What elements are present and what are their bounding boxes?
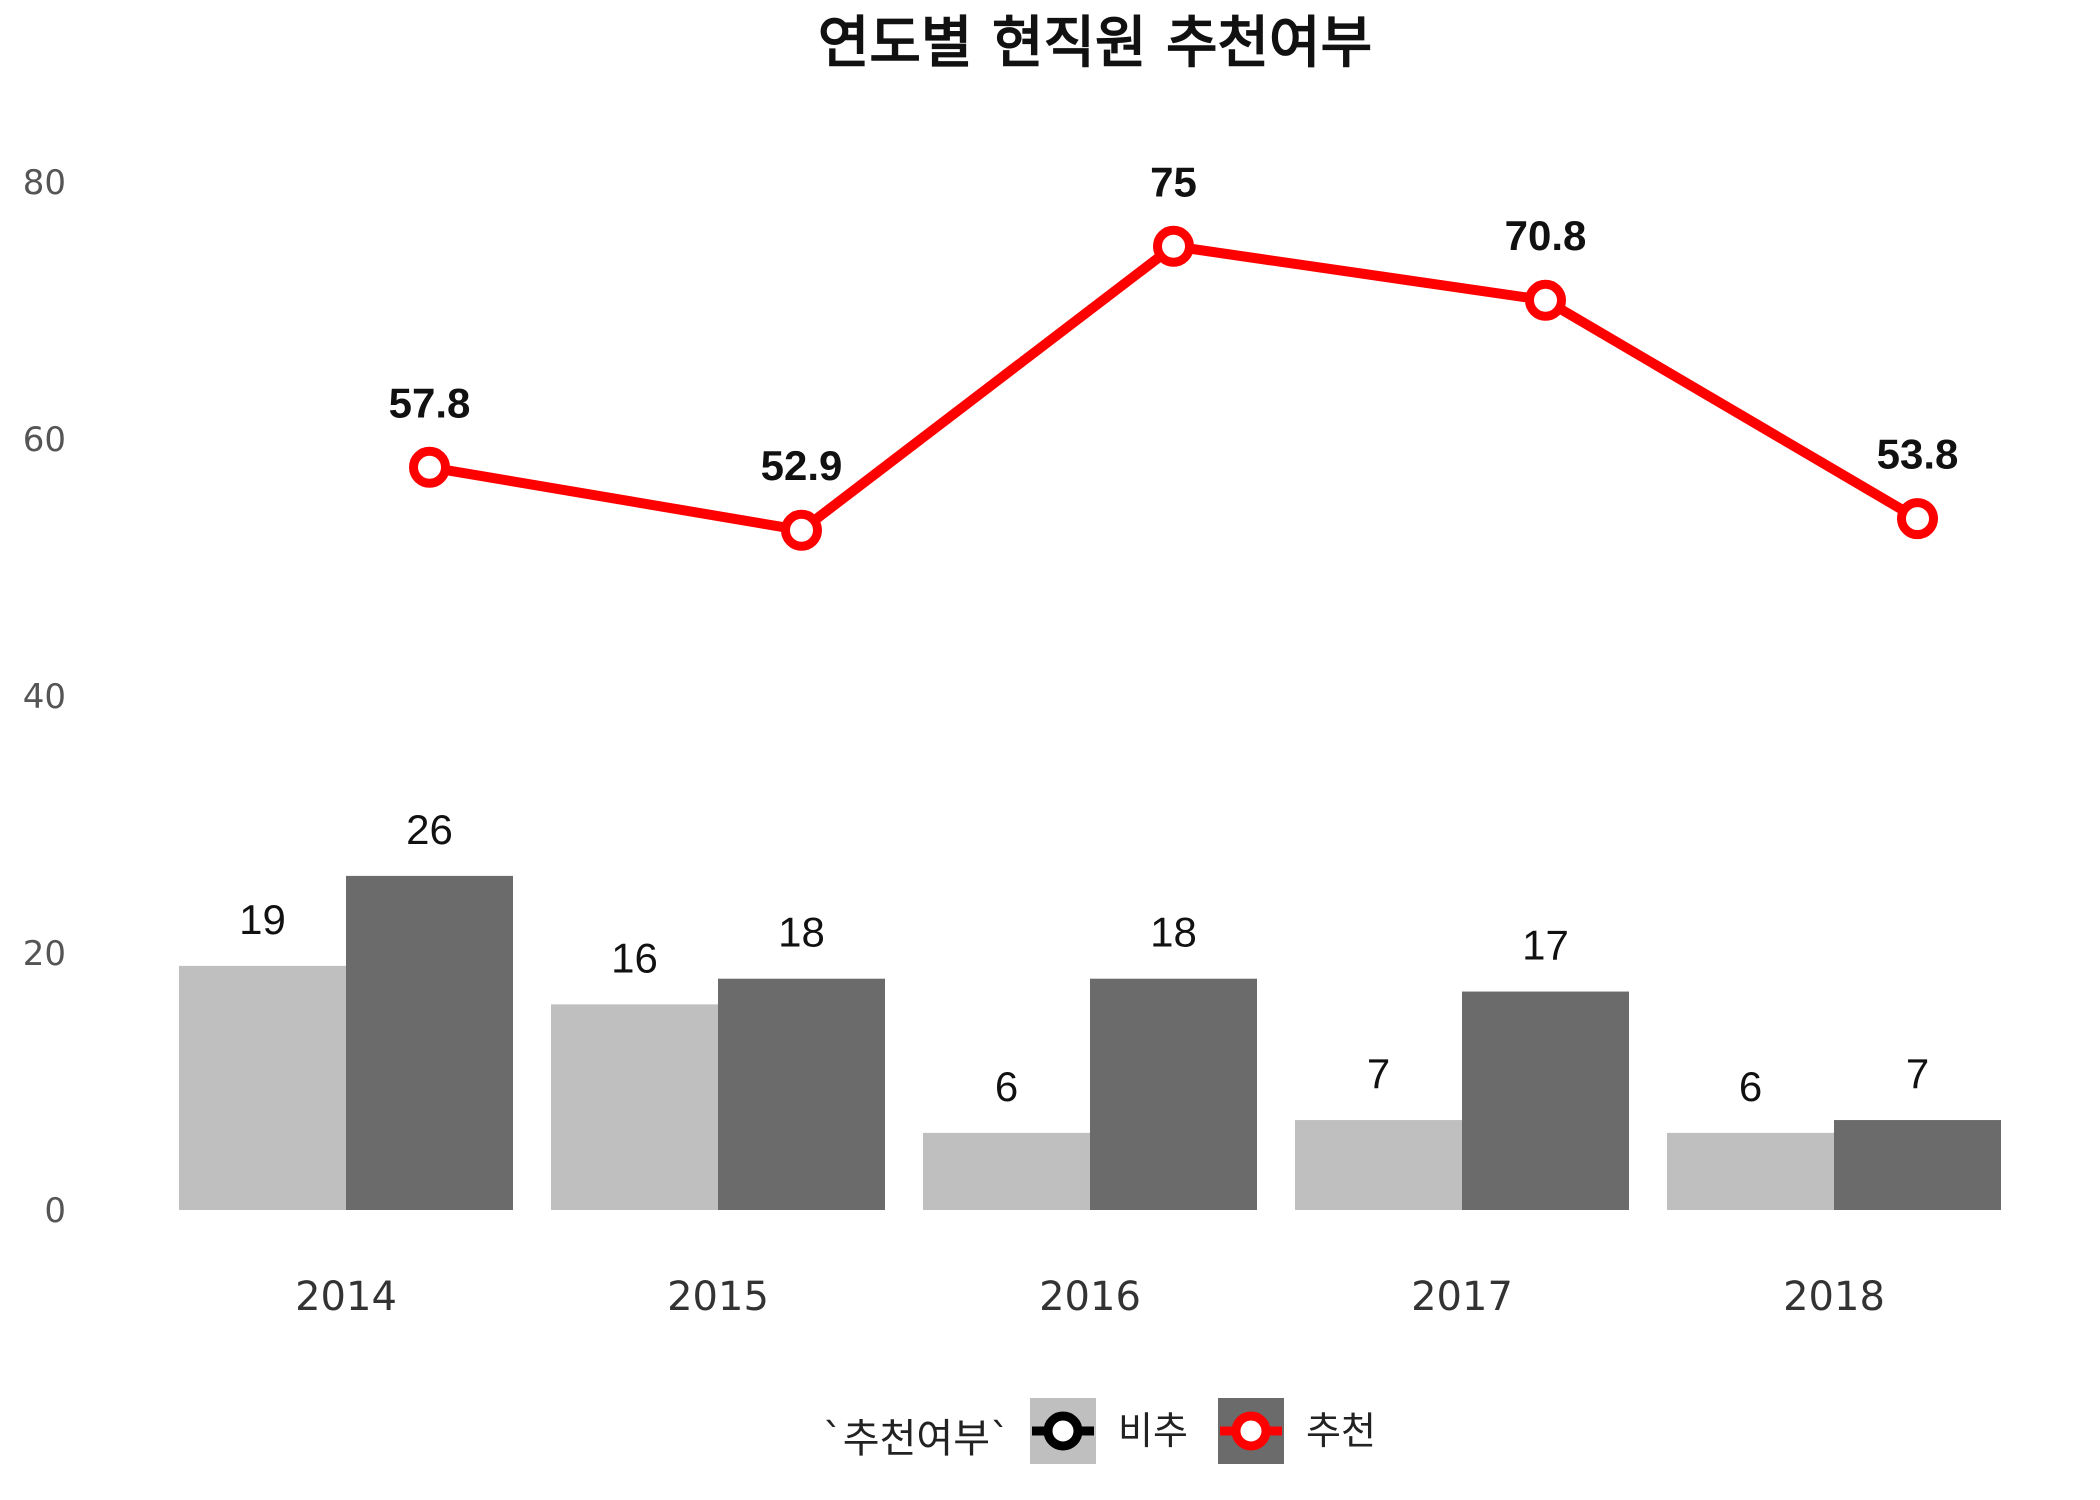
line-labels: 57.8 52.9 75 70.8 53.8 bbox=[389, 158, 1959, 489]
legend: `추천여부` 비추 추천 bbox=[823, 1398, 1376, 1464]
line-point bbox=[1897, 498, 1938, 540]
legend-label: 비추 bbox=[1118, 1409, 1188, 1453]
x-tick-label: 2014 bbox=[295, 1274, 397, 1320]
y-tick-label: 0 bbox=[44, 1191, 66, 1231]
y-tick-label: 20 bbox=[23, 934, 66, 974]
legend-title: `추천여부` bbox=[823, 1416, 1010, 1462]
bar-비추-2014 bbox=[179, 965, 346, 1210]
line-path bbox=[424, 241, 1923, 536]
bar-value-label: 6 bbox=[1739, 1063, 1762, 1110]
x-axis-ticks: 2014 2015 2016 2017 2018 bbox=[295, 1274, 1885, 1320]
x-tick-label: 2016 bbox=[1039, 1274, 1141, 1320]
bar-value-label: 7 bbox=[1906, 1050, 1929, 1097]
line-series bbox=[409, 225, 1938, 551]
line-point bbox=[1153, 225, 1194, 267]
line-value-label: 57.8 bbox=[389, 379, 471, 426]
bar-labels: 19 16 6 7 6 26 18 18 17 7 bbox=[239, 806, 1929, 1110]
bar-value-label: 19 bbox=[239, 896, 286, 943]
bar-value-label: 6 bbox=[995, 1063, 1018, 1110]
bar-value-label: 26 bbox=[406, 806, 453, 853]
x-tick-label: 2018 bbox=[1783, 1274, 1885, 1320]
y-tick-label: 40 bbox=[23, 677, 66, 717]
line-value-label: 70.8 bbox=[1505, 212, 1587, 259]
bar-value-label: 16 bbox=[611, 934, 658, 981]
bar-추천-2017 bbox=[1462, 991, 1629, 1210]
line-point bbox=[781, 509, 822, 551]
line-point bbox=[409, 446, 450, 488]
bar-비추-2018 bbox=[1667, 1132, 1834, 1210]
line-value-label: 53.8 bbox=[1877, 431, 1959, 478]
legend-key-marker bbox=[1043, 1411, 1083, 1451]
bar-추천-2016 bbox=[1090, 978, 1257, 1210]
bar-추천-2014 bbox=[346, 875, 513, 1210]
x-tick-label: 2015 bbox=[667, 1274, 769, 1320]
x-tick-label: 2017 bbox=[1411, 1274, 1513, 1320]
bar-value-label: 18 bbox=[1150, 909, 1197, 956]
bar-value-label: 18 bbox=[778, 909, 825, 956]
bar-비추-2017 bbox=[1295, 1120, 1462, 1210]
y-tick-label: 60 bbox=[23, 420, 66, 460]
line-value-label: 75 bbox=[1150, 158, 1197, 205]
bar-추천-2015 bbox=[718, 978, 885, 1210]
chart-title: 연도별 현직원 추천여부 bbox=[818, 11, 1372, 76]
legend-label: 추천 bbox=[1306, 1409, 1376, 1453]
bar-series bbox=[179, 875, 2001, 1210]
y-axis-ticks: 0 20 40 60 80 bbox=[23, 163, 66, 1231]
bar-비추-2016 bbox=[923, 1132, 1090, 1210]
legend-key-marker bbox=[1231, 1411, 1271, 1451]
line-value-label: 52.9 bbox=[761, 442, 843, 489]
bar-value-label: 17 bbox=[1522, 922, 1569, 969]
y-tick-label: 80 bbox=[23, 163, 66, 203]
line-point bbox=[1525, 279, 1566, 321]
bar-value-label: 7 bbox=[1367, 1050, 1390, 1097]
bar-비추-2015 bbox=[551, 1004, 718, 1210]
bar-추천-2018 bbox=[1834, 1120, 2001, 1210]
